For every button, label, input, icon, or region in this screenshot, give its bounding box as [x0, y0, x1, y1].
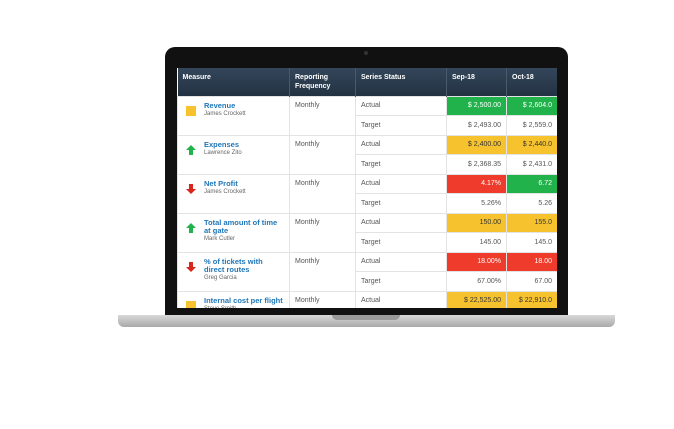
value-cell: $ 22,910.0 [506, 290, 557, 308]
value-cell: 67.00% [446, 271, 507, 292]
measure-cell: Revenue James Crockett [177, 95, 290, 136]
column-header: Oct-18 [506, 68, 557, 96]
measure-owner: James Crockett [204, 110, 246, 117]
frequency-cell: Monthly [289, 95, 356, 136]
frequency-cell: Monthly [289, 251, 356, 292]
measure-text: Expenses Lawrence Zito [204, 139, 242, 156]
measure-name: % of tickets with direct routes [204, 256, 263, 274]
status-cell: Actual [355, 212, 447, 233]
table-row: Total amount of time at gate Mark Cutler M… [177, 212, 557, 253]
table-body: Revenue James Crockett Monthly Actual $ 2,50… [177, 95, 557, 309]
header-row: Measure Reporting Frequency Series Status S… [177, 68, 557, 96]
trend-icon [186, 222, 196, 233]
measure-owner: Lawrence Zito [204, 149, 242, 156]
table-row: Target 145.00 145.0 [178, 232, 557, 253]
value-cell: 5.26% [446, 193, 507, 214]
measure-name: Expenses [204, 139, 240, 149]
value-cell: $ 2,368.35 [446, 154, 507, 175]
value-cell: $ 2,559.0 [506, 115, 557, 136]
measure-cell: Total amount of time at gate Mark Cutler [177, 212, 290, 253]
frequency-cell: Monthly [289, 134, 356, 175]
measure-owner: James Crockett [204, 188, 246, 195]
value-cell: 6.72 [506, 173, 557, 194]
column-header: Series Status [355, 68, 447, 96]
value-cell: 67.00 [506, 271, 557, 292]
status-cell: Actual [355, 251, 447, 272]
status-cell: Target [355, 154, 447, 175]
table-row: Net Profit James Crockett Monthly Actual 4.1… [177, 173, 557, 214]
frequency-cell: Monthly [289, 212, 356, 253]
column-header: Measure [177, 68, 290, 96]
measure-owner: Mark Cutler [204, 235, 236, 242]
table-row: Revenue James Crockett Monthly Actual $ 2,50… [177, 95, 557, 136]
trend-icon [186, 105, 196, 116]
value-cell: 4.17% [446, 173, 507, 194]
measure-cell: Internal cost per flightSteve Smith [177, 290, 290, 309]
status-cell: Target [355, 271, 447, 292]
value-cell: 5.26 [506, 193, 557, 214]
measure-wrap: Total amount of time at gate Mark Cutler [183, 217, 284, 242]
frequency-cell: Monthly [289, 290, 356, 308]
status-cell: Target [355, 193, 447, 214]
measure-wrap: Expenses Lawrence Zito [183, 139, 284, 156]
status-cell: Target [355, 115, 447, 136]
value-cell: $ 2,493.00 [446, 115, 507, 136]
column-header: Sep-18 [446, 68, 507, 96]
measure-wrap: % of tickets with direct routes Greg Garc… [183, 256, 284, 281]
measure-name: Internal cost per flight [204, 295, 283, 305]
value-cell: 18.00 [506, 251, 557, 272]
scorecard-table: Measure Reporting Frequency Series Status S… [177, 68, 557, 308]
status-cell: Actual [355, 95, 447, 116]
base-notch [332, 315, 400, 320]
measure-wrap: Revenue James Crockett [183, 100, 284, 117]
status-cell: Target [355, 232, 447, 253]
measure-text: % of tickets with direct routes Greg Garc… [204, 256, 284, 281]
measure-wrap: Internal cost per flightSteve Smith [183, 295, 284, 309]
measure-cell: Expenses Lawrence Zito [177, 134, 290, 175]
value-cell: $ 2,500.00 [446, 95, 507, 116]
measure-name: Revenue [204, 100, 236, 110]
column-header: Reporting Frequency [289, 68, 356, 96]
measure-owner: Steve Smith [204, 306, 283, 309]
measure-text: Total amount of time at gate Mark Cutler [204, 217, 284, 242]
measure-cell: Net Profit James Crockett [177, 173, 290, 214]
value-cell: 155.0 [506, 212, 557, 233]
value-cell: $ 22,525.00 [446, 290, 507, 308]
measure-text: Net Profit James Crockett [204, 178, 246, 195]
value-cell: 18.00% [446, 251, 507, 272]
value-cell: 150.00 [446, 212, 507, 233]
value-cell: 145.00 [446, 232, 507, 253]
table-row: Target 67.00% 67.00 [178, 271, 557, 292]
measure-text: Internal cost per flightSteve Smith [204, 295, 283, 309]
status-cell: Actual [355, 134, 447, 155]
measure-name: Net Profit [204, 178, 238, 188]
measure-name: Total amount of time at gate [204, 217, 278, 235]
table-row: Target $ 2,493.00 $ 2,559.0 [178, 115, 557, 136]
value-cell: $ 2,400.00 [446, 134, 507, 155]
measure-wrap: Net Profit James Crockett [183, 178, 284, 195]
value-cell: $ 2,604.0 [506, 95, 557, 116]
value-cell: 145.0 [506, 232, 557, 253]
laptop-base [118, 315, 615, 327]
status-cell: Actual [355, 290, 447, 308]
trend-icon [186, 183, 196, 194]
table-row: Target 5.26% 5.26 [178, 193, 557, 214]
screen: Measure Reporting Frequency Series Status S… [177, 68, 557, 308]
status-cell: Actual [355, 173, 447, 194]
camera [364, 51, 368, 55]
measure-text: Revenue James Crockett [204, 100, 246, 117]
frequency-cell: Monthly [289, 173, 356, 214]
value-cell: $ 2,431.0 [506, 154, 557, 175]
trend-icon [186, 144, 196, 155]
measure-cell: % of tickets with direct routes Greg Garc… [177, 251, 290, 292]
trend-icon [186, 261, 196, 272]
table-row: Internal cost per flightSteve Smith Month… [177, 290, 557, 309]
measure-owner: Greg Garcia [204, 274, 237, 281]
trend-icon [186, 300, 196, 308]
table-row: % of tickets with direct routes Greg Garc… [177, 251, 557, 292]
value-cell: $ 2,440.0 [506, 134, 557, 155]
table-row: Expenses Lawrence Zito Monthly Actual $ 2,40… [177, 134, 557, 175]
